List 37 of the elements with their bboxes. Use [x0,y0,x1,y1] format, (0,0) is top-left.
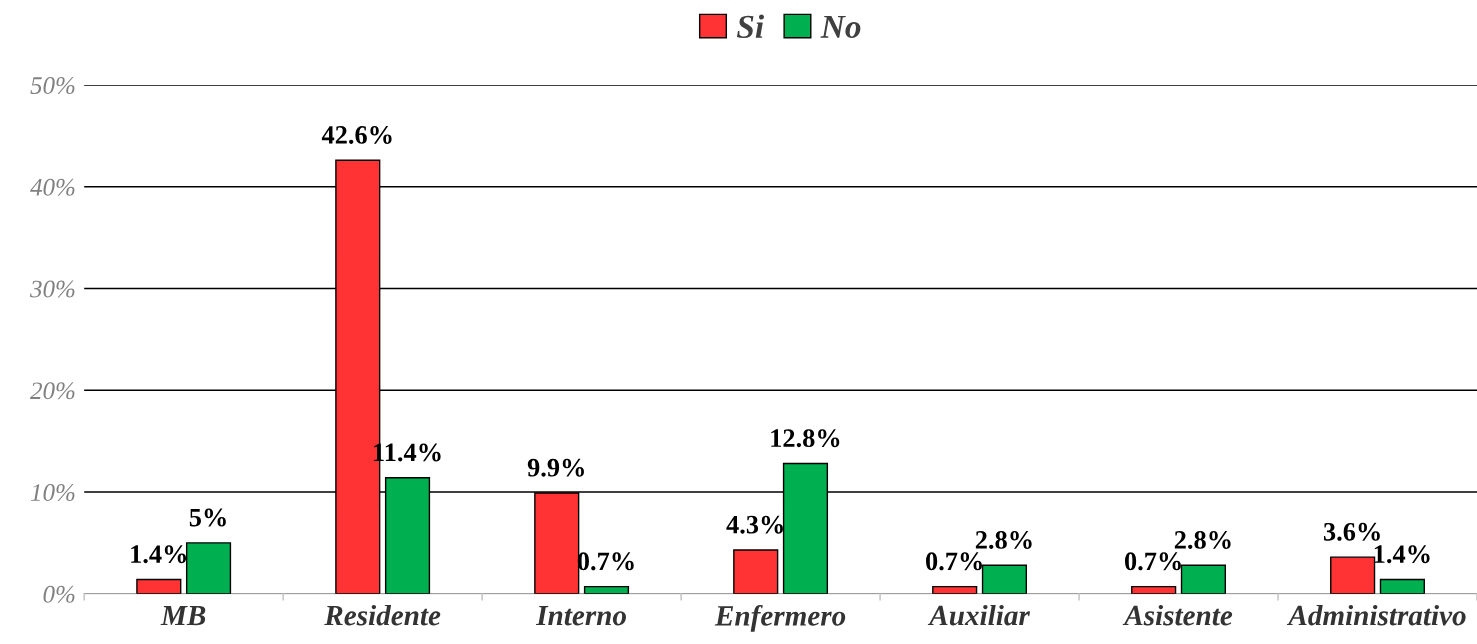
legend-label: Si [736,14,764,39]
data-label: 2.8% [1174,531,1231,549]
data-label: 9.9% [527,458,584,477]
bar [583,585,630,594]
data-label: 3.6% [1323,522,1380,541]
x-tick-label: Enfermero [714,604,846,632]
y-tick-label: 30% [30,280,75,298]
x-tick-label: Asistente [1122,604,1233,626]
x-tick-label: Auxiliar [927,604,1031,626]
data-label: 1.4% [131,545,187,564]
bar [932,585,978,594]
y-tick-label: 50% [30,77,75,95]
bar [1330,556,1376,594]
x-tick-label: Interno [535,606,627,626]
bar [185,542,232,594]
data-label: 5% [189,508,226,527]
bar [1379,578,1425,594]
y-tick-label: 0% [43,585,75,603]
bar [981,564,1028,594]
data-label: 4.3% [726,515,783,534]
x-tick-label: Administrativo [1286,604,1466,626]
y-tick-label: 40% [30,178,75,196]
y-tick-label: 20% [30,382,75,400]
bar [733,549,779,594]
data-label: 42.6% [321,126,392,144]
bar [1180,564,1226,594]
data-label: 12.8% [771,429,840,448]
data-label: 1.4% [1374,545,1430,564]
legend-label: No [820,15,861,39]
y-tick-label: 10% [30,484,75,502]
x-tick-label: Residente [324,604,441,626]
bar [136,578,182,594]
x-tick-label: MB [160,606,206,626]
data-label: 2.8% [975,531,1032,549]
data-label: 0.7% [1124,552,1181,571]
bar [1131,585,1177,594]
data-label: 0.7% [926,552,982,571]
